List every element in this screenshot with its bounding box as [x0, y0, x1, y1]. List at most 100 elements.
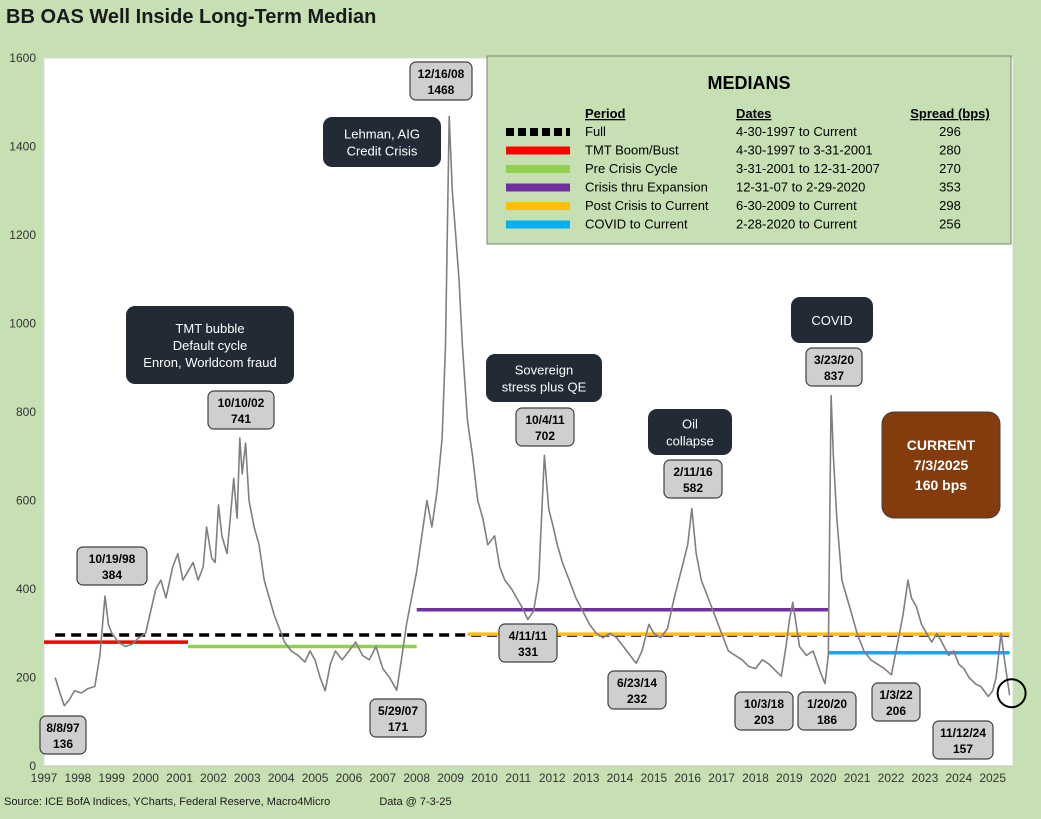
point-label-value: 1468: [428, 83, 455, 97]
legend-spread: 256: [939, 217, 961, 232]
point-label-value: 741: [231, 412, 251, 426]
point-label-box: [76, 546, 148, 586]
annotation-text: COVID: [811, 313, 852, 328]
x-tick-label: 2025: [979, 771, 1006, 785]
source-note: Source: ICE BofA Indices, YCharts, Feder…: [4, 796, 331, 808]
x-tick-label: 2014: [607, 771, 634, 785]
y-tick-label: 1600: [9, 51, 36, 65]
point-label-value: 157: [953, 742, 973, 756]
point-label-callout: 1/3/22 206: [871, 682, 921, 722]
point-label-callout: 6/23/14 232: [607, 670, 667, 710]
annotation-callout: Oil collapse: [648, 409, 732, 455]
legend-spread: 280: [939, 143, 961, 158]
x-tick-label: 2011: [505, 771, 531, 785]
current-box: [881, 411, 1001, 519]
point-label-value: 384: [102, 568, 122, 582]
y-tick-label: 600: [16, 494, 36, 508]
legend-spread: 296: [939, 124, 961, 139]
x-tick-label: 2019: [776, 771, 803, 785]
point-label-box: [409, 61, 473, 101]
x-tick-label: 2001: [166, 771, 193, 785]
x-tick-label: 2003: [234, 771, 261, 785]
point-label-box: [797, 691, 857, 731]
annotation-box: [648, 409, 732, 455]
annotation-box: [791, 297, 873, 343]
point-label-date: 12/16/08: [418, 67, 465, 81]
x-tick-label: 2024: [945, 771, 972, 785]
point-label-callout: 10/19/98 384: [76, 546, 148, 586]
annotation-text: Lehman, AIG: [344, 127, 420, 142]
point-label-date: 6/23/14: [617, 676, 657, 690]
annotation-text: Oil: [682, 417, 698, 432]
point-label-value: 203: [754, 713, 774, 727]
point-label-box: [39, 715, 87, 755]
data-date-note: Data @ 7-3-25: [379, 796, 452, 808]
legend-period: Pre Crisis Cycle: [585, 161, 677, 176]
y-tick-label: 800: [16, 405, 36, 419]
point-label-value: 582: [683, 481, 703, 495]
point-label-date: 1/3/22: [879, 688, 913, 702]
y-tick-label: 1000: [9, 317, 36, 331]
point-label-callout: 5/29/07 171: [369, 698, 427, 738]
x-tick-label: 2000: [132, 771, 159, 785]
annotation-callout: COVID: [791, 297, 873, 343]
legend-dates: 6-30-2009 to Current: [736, 198, 857, 213]
current-callout: CURRENT 7/3/2025 160 bps: [881, 411, 1001, 519]
x-tick-label: 2009: [437, 771, 464, 785]
annotation-text: Credit Crisis: [347, 144, 418, 159]
y-tick-label: 0: [29, 759, 36, 773]
legend-period: Full: [585, 124, 606, 139]
legend-header: MEDIANS: [707, 73, 790, 93]
annotation-text: Sovereign: [515, 363, 574, 378]
x-tick-label: 2007: [369, 771, 396, 785]
legend-spread: 353: [939, 180, 961, 195]
oas-series-line: [54, 115, 1011, 707]
legend-period: Post Crisis to Current: [585, 198, 709, 213]
y-tick-label: 1200: [9, 228, 36, 242]
current-text: CURRENT: [907, 437, 976, 453]
legend-period: COVID to Current: [585, 217, 688, 232]
annotation-callout: Lehman, AIG Credit Crisis: [323, 117, 441, 167]
point-label-value: 186: [817, 713, 837, 727]
point-label-date: 8/8/97: [46, 721, 80, 735]
annotation-text: TMT bubble: [175, 321, 244, 336]
point-label-box: [369, 698, 427, 738]
annotation-callout: Sovereign stress plus QE: [486, 354, 602, 402]
legend-dates: 4-30-1997 to Current: [736, 124, 857, 139]
footer: Source: ICE BofA Indices, YCharts, Feder…: [4, 796, 498, 808]
y-tick-label: 200: [16, 671, 36, 685]
point-label-date: 3/23/20: [814, 353, 854, 367]
medians-legend: MEDIANS Period Dates Spread (bps) Full 4-30-1…: [486, 55, 1012, 245]
y-tick-label: 400: [16, 582, 36, 596]
legend-column-header: Period: [585, 106, 626, 121]
point-label-box: [932, 720, 994, 760]
point-label-date: 1/20/20: [807, 697, 847, 711]
point-label-callout: 12/16/08 1468: [409, 61, 473, 101]
point-label-callout: 10/4/11 702: [515, 407, 575, 447]
point-label-box: [734, 691, 794, 731]
point-label-box: [663, 459, 723, 499]
annotation-box: [323, 117, 441, 167]
point-label-box: [515, 407, 575, 447]
point-label-date: 5/29/07: [378, 704, 418, 718]
point-label-box: [871, 682, 921, 722]
point-label-box: [607, 670, 667, 710]
x-tick-label: 1997: [31, 771, 58, 785]
point-label-callout: 1/20/20 186: [797, 691, 857, 731]
point-label-value: 331: [518, 645, 538, 659]
current-text: 160 bps: [915, 477, 967, 493]
x-tick-label: 2020: [810, 771, 837, 785]
point-label-value: 702: [535, 429, 555, 443]
x-tick-label: 2018: [742, 771, 769, 785]
x-tick-label: 2023: [912, 771, 939, 785]
point-label-callout: 10/3/18 203: [734, 691, 794, 731]
annotation-text: Enron, Worldcom fraud: [143, 355, 276, 370]
point-label-box: [207, 390, 275, 430]
point-label-value: 171: [388, 720, 408, 734]
legend-box: [486, 55, 1012, 245]
point-label-callout: 2/11/16 582: [663, 459, 723, 499]
point-label-box: [805, 347, 863, 387]
chart-title: BB OAS Well Inside Long-Term Median: [6, 6, 377, 28]
x-tick-label: 2017: [708, 771, 735, 785]
